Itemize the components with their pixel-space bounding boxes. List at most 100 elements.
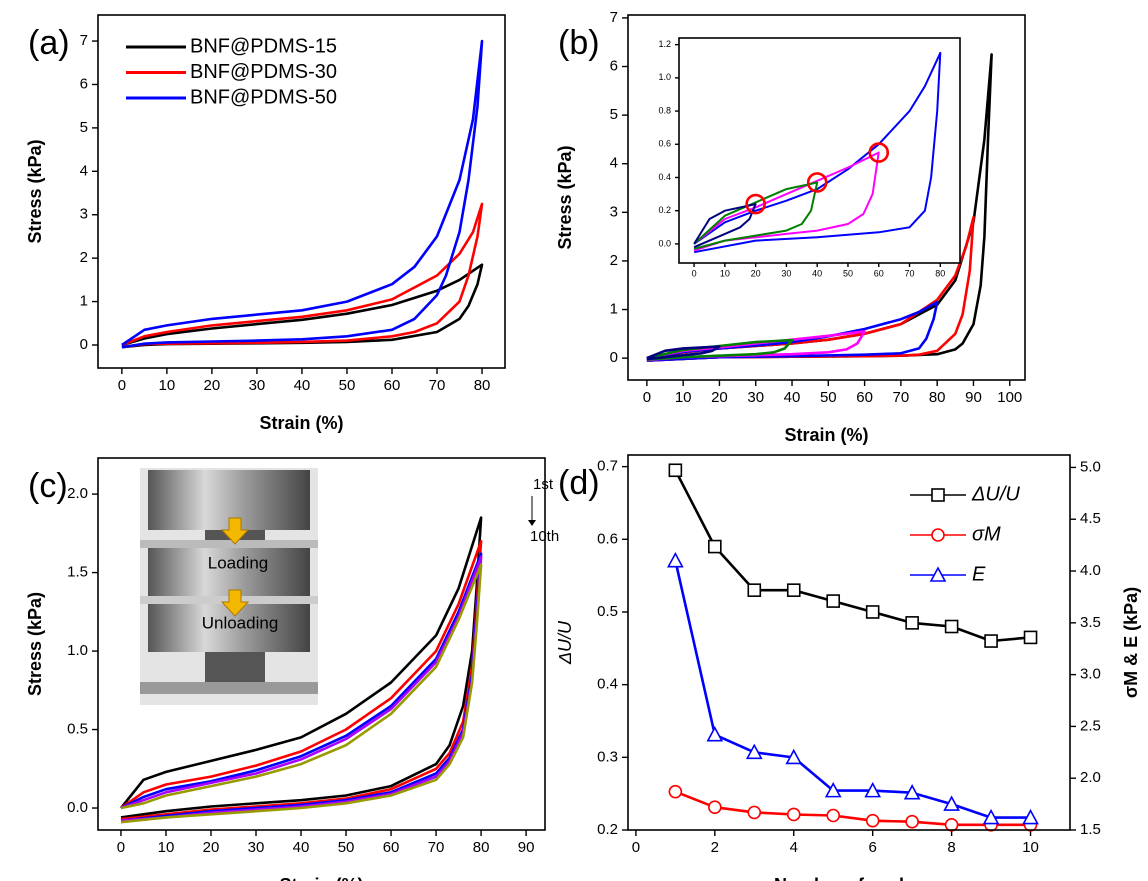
x-axis-title: Strain (%)	[279, 875, 363, 881]
y-tick-label: 0	[80, 336, 88, 353]
x-tick-label: 70	[893, 389, 910, 406]
x-tick-label: 40	[784, 389, 801, 406]
y-axis-title: Stress (kPa)	[25, 139, 45, 243]
y-tick-label: 4	[80, 162, 88, 179]
legend-label: E	[972, 563, 986, 585]
panel-label: (b)	[558, 24, 600, 62]
series-line	[120, 563, 483, 824]
x-tick-label: 4	[790, 839, 798, 856]
marker	[982, 808, 1000, 825]
marker	[865, 813, 880, 828]
x-tick-label: 40	[293, 839, 310, 856]
y-tick-label: 1	[80, 293, 88, 310]
x-tick-label: 20	[203, 839, 220, 856]
marker	[931, 488, 945, 502]
x-tick-label: 50	[843, 269, 853, 279]
marker	[747, 805, 762, 820]
marker	[668, 463, 683, 478]
series-line	[121, 39, 484, 349]
series-line	[646, 300, 939, 362]
annotation-arrowhead	[528, 520, 536, 526]
marker	[706, 726, 724, 742]
y-tick-label: 0.6	[658, 139, 671, 149]
panel: 0 10 20 30 40 50 60 70 80 0 1 2 3 4 5 6 7 Strain (%) Stres…	[25, 14, 506, 433]
marker	[786, 583, 801, 597]
x-tick-label: 2	[711, 839, 719, 856]
marker	[931, 528, 945, 542]
y-tick-label: 1.5	[67, 564, 88, 581]
marker	[944, 818, 959, 832]
plot-frame	[97, 457, 546, 831]
marker	[826, 594, 841, 608]
annotation: 10th	[530, 528, 559, 545]
x-axis-title: Number of cycles	[774, 875, 924, 881]
y-tick-label: 1.0	[67, 642, 88, 659]
marker	[1022, 808, 1039, 825]
y-tick-label: 4	[610, 155, 618, 172]
x-tick-label: 0	[632, 839, 640, 856]
series-line	[674, 469, 1031, 643]
x-tick-label: 0	[117, 839, 125, 856]
y-tick-label: 6	[610, 57, 618, 74]
y-tick-label: 0.4	[658, 172, 671, 182]
x-tick-label: 40	[812, 269, 822, 279]
y-tick-label: 0.6	[597, 530, 618, 547]
marker	[745, 193, 766, 215]
marker	[824, 781, 842, 798]
y-tick-label: 2	[610, 252, 618, 269]
y-tick-label: 1.0	[658, 72, 671, 82]
y2-tick-label: 3.0	[1080, 666, 1101, 683]
legend-label: σM	[972, 523, 1001, 545]
inset-chart: 0 10 20 30 40 50 60 70 80 0.0 0.2 0.4 0.6 0.8 1.0 1.2	[658, 37, 961, 279]
panel-label: (a)	[28, 24, 70, 62]
x-tick-label: 50	[820, 389, 837, 406]
plot-frame	[97, 14, 506, 369]
marker	[929, 566, 947, 582]
x-tick-label: 50	[338, 839, 355, 856]
x-tick-label: 40	[294, 377, 311, 394]
y-tick-label: 3	[80, 206, 88, 223]
x-tick-label: 70	[905, 269, 915, 279]
x-tick-label: 80	[473, 839, 490, 856]
y-tick-label: 0.0	[658, 238, 671, 248]
photo-label: Unloading	[202, 613, 279, 632]
y-tick-label: 0.5	[597, 603, 618, 620]
x-tick-label: 10	[1022, 839, 1039, 856]
marker	[943, 795, 960, 811]
x-tick-label: 30	[781, 269, 791, 279]
marker	[667, 551, 684, 568]
inset-background	[679, 38, 960, 263]
y-tick-label: 1.2	[658, 39, 671, 49]
x-axis-title: Strain (%)	[784, 425, 868, 445]
marker	[1023, 630, 1038, 645]
plot-frame	[627, 14, 1026, 381]
marker	[785, 748, 803, 765]
y-tick-label: 0.0	[67, 799, 88, 816]
series-line	[693, 203, 757, 249]
y-tick-label: 0.4	[597, 676, 618, 693]
marker	[944, 619, 959, 634]
y2-tick-label: 1.5	[1080, 821, 1101, 838]
y-tick-label: 0.2	[658, 205, 671, 215]
y-tick-label: 0.5	[67, 721, 88, 738]
y2-tick-label: 2.0	[1080, 769, 1101, 786]
plot-frame	[678, 37, 961, 264]
y-tick-label: 0.8	[658, 105, 671, 115]
y-tick-label: 5	[610, 106, 618, 123]
marker	[826, 808, 841, 823]
plot-frame	[627, 454, 1071, 831]
x-tick-label: 10	[720, 269, 730, 279]
panel: 0 2 4 6 8 10 0.2 0.3 0.4 0.5 0.6 0.7 1.5 2.0 2.5 3.0 3.5…	[555, 454, 1141, 881]
marker	[786, 807, 801, 822]
x-tick-label: 30	[747, 389, 764, 406]
x-tick-label: 20	[711, 389, 728, 406]
x-tick-label: 70	[428, 839, 445, 856]
y-axis-title: ΔU/U	[555, 620, 575, 665]
x-tick-label: 0	[692, 269, 697, 279]
x-tick-label: 10	[159, 377, 176, 394]
series-line	[693, 51, 942, 254]
y-tick-label: 6	[80, 75, 88, 92]
marker	[806, 172, 828, 193]
